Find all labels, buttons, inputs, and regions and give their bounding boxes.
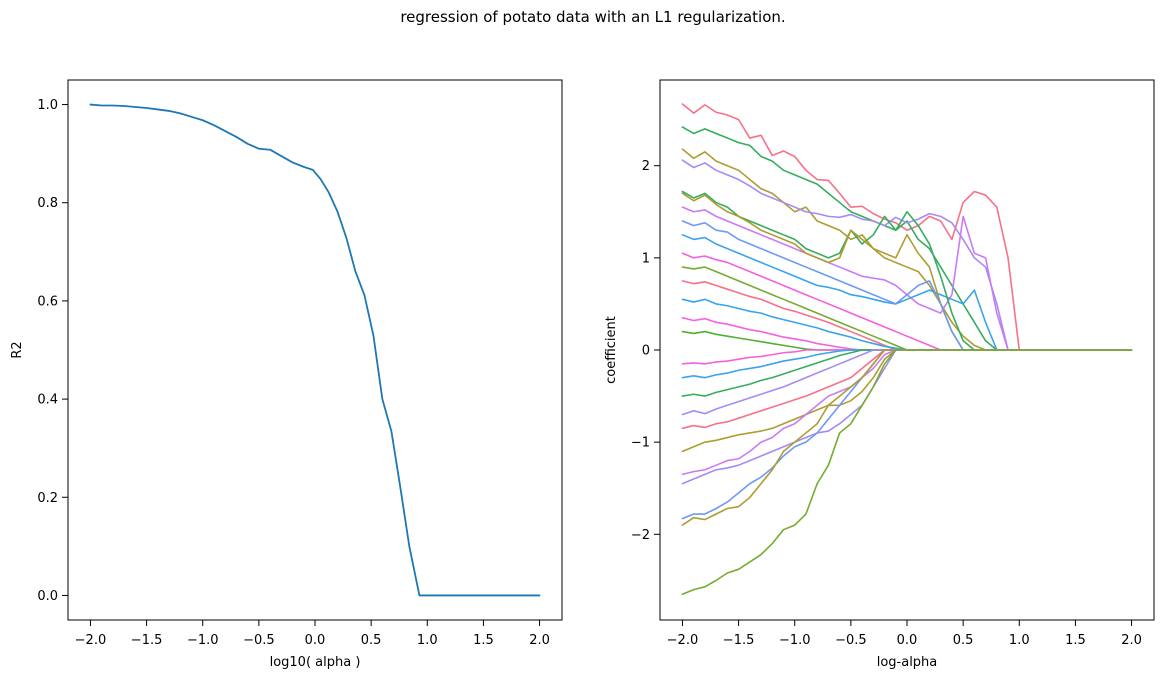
coefficient-chart-y-tick-label: 1 — [642, 251, 650, 266]
coefficient-chart-x-tick-label: −1.0 — [779, 633, 811, 648]
r2-chart-x-tick-label: −0.5 — [243, 633, 275, 648]
coefficient-chart-x-tick-label: 1.5 — [1065, 633, 1086, 648]
r2-chart-x-ticks: −2.0 −1.5 −1.0 −0.5 0.0 0.5 1.0 1.5 2.0 — [75, 620, 550, 648]
coefficient-chart-series-line — [681, 349, 1133, 596]
coefficient-chart-x-tick-label: 2.0 — [1121, 633, 1142, 648]
r2-chart-x-tick-label: −1.0 — [187, 633, 219, 648]
figure-title: regression of potato data with an L1 reg… — [400, 8, 785, 26]
coefficient-chart-x-label: log-alpha — [877, 655, 938, 670]
coefficient-chart-y-tick-label: −1 — [631, 436, 650, 451]
coefficient-chart-x-tick-label: −2.0 — [667, 633, 699, 648]
coefficient-chart-x-tick-label: 1.0 — [1009, 633, 1030, 648]
r2-chart-x-tick-label: 2.0 — [529, 633, 550, 648]
r2-chart-x-tick-label: 1.0 — [417, 633, 438, 648]
r2-chart-y-label: R2 — [10, 341, 25, 358]
r2-chart-x-tick-label: 0.0 — [305, 633, 326, 648]
r2-chart-y-tick-label: 0.6 — [37, 294, 58, 309]
coefficient-chart-y-tick-label: 2 — [642, 159, 650, 174]
r2-chart-y-tick-label: 0.4 — [37, 393, 58, 408]
r2-chart-x-tick-label: 1.5 — [473, 633, 494, 648]
r2-chart-series-line — [89, 103, 541, 597]
r2-chart: −2.0 −1.5 −1.0 −0.5 0.0 0.5 1.0 1.5 2.0 0.00.20.… — [10, 79, 563, 670]
r2-chart-y-tick-label: 1.0 — [37, 98, 58, 113]
coefficient-chart: −2.0 −1.5 −1.0 −0.5 0.0 0.5 1.0 1.5 2.0 −2−1012 … — [604, 79, 1155, 670]
coefficient-chart-y-tick-label: −2 — [631, 528, 650, 543]
coefficient-chart-lines — [681, 103, 1133, 596]
coefficient-chart-x-tick-label: −0.5 — [835, 633, 867, 648]
r2-chart-y-tick-label: 0.0 — [37, 589, 58, 604]
r2-chart-x-tick-label: −1.5 — [131, 633, 163, 648]
coefficient-chart-x-tick-label: 0.5 — [953, 633, 974, 648]
r2-chart-y-ticks: 0.0 0.2 0.4 0.6 0.8 1.0 — [37, 98, 68, 604]
r2-chart-lines — [89, 103, 541, 597]
coefficient-chart-x-tick-label: 0.0 — [897, 633, 918, 648]
coefficient-chart-y-tick-label: 0 — [642, 344, 650, 359]
r2-chart-x-tick-label: 0.5 — [361, 633, 382, 648]
coefficient-chart-y-label: coefficient — [604, 316, 619, 384]
r2-chart-y-tick-label: 0.2 — [37, 491, 58, 506]
coefficient-chart-y-ticks: −2 −1 0 1 2 — [631, 159, 660, 543]
r2-chart-x-label: log10( alpha ) — [270, 655, 361, 670]
r2-chart-y-tick-label: 0.8 — [37, 196, 58, 211]
coefficient-chart-x-ticks: −2.0 −1.5 −1.0 −0.5 0.0 0.5 1.0 1.5 2.0 — [667, 620, 1142, 648]
coefficient-chart-x-tick-label: −1.5 — [723, 633, 755, 648]
r2-chart-x-tick-label: −2.0 — [75, 633, 107, 648]
